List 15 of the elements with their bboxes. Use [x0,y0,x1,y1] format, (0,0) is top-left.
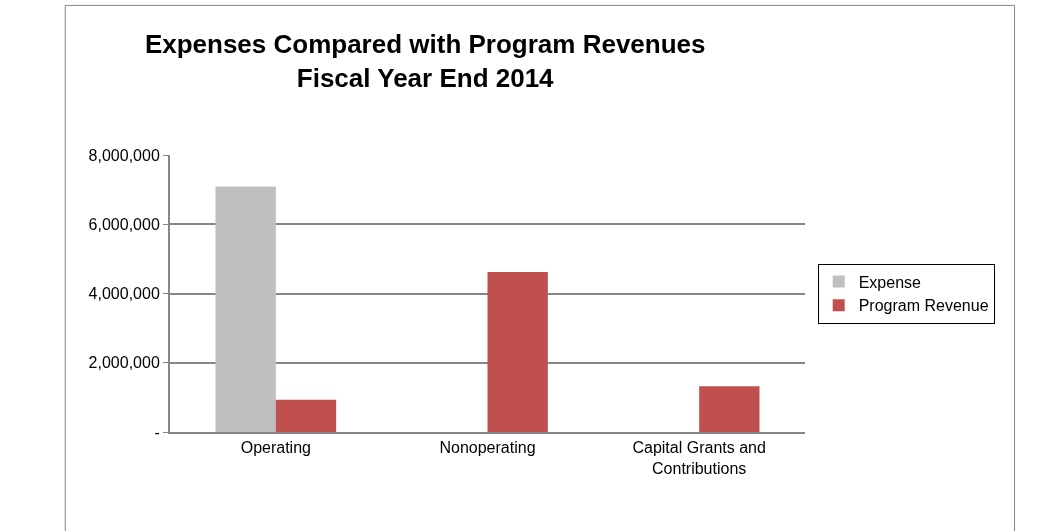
y-tick-label: 2,000,000 [88,354,160,372]
x-tick-label: Operating [240,439,311,457]
bar [215,186,276,432]
bar [487,272,548,432]
y-tick-label: 4,000,000 [88,285,160,303]
x-tick-label: Capital Grants and Contributions [632,439,766,477]
y-tick-label: - [154,423,160,441]
y-tick-label: 8,000,000 [88,146,160,164]
chart-title: Expenses Compared with Program Revenues Fiscal Year End 2014 [144,29,706,93]
y-tick-label: 6,000,000 [88,215,160,233]
bar [699,386,760,432]
bar [275,399,337,432]
x-tick-label: Nonoperating [439,439,536,457]
legend-label: Expense [858,273,922,291]
legend-label: Program Revenue [858,297,989,315]
